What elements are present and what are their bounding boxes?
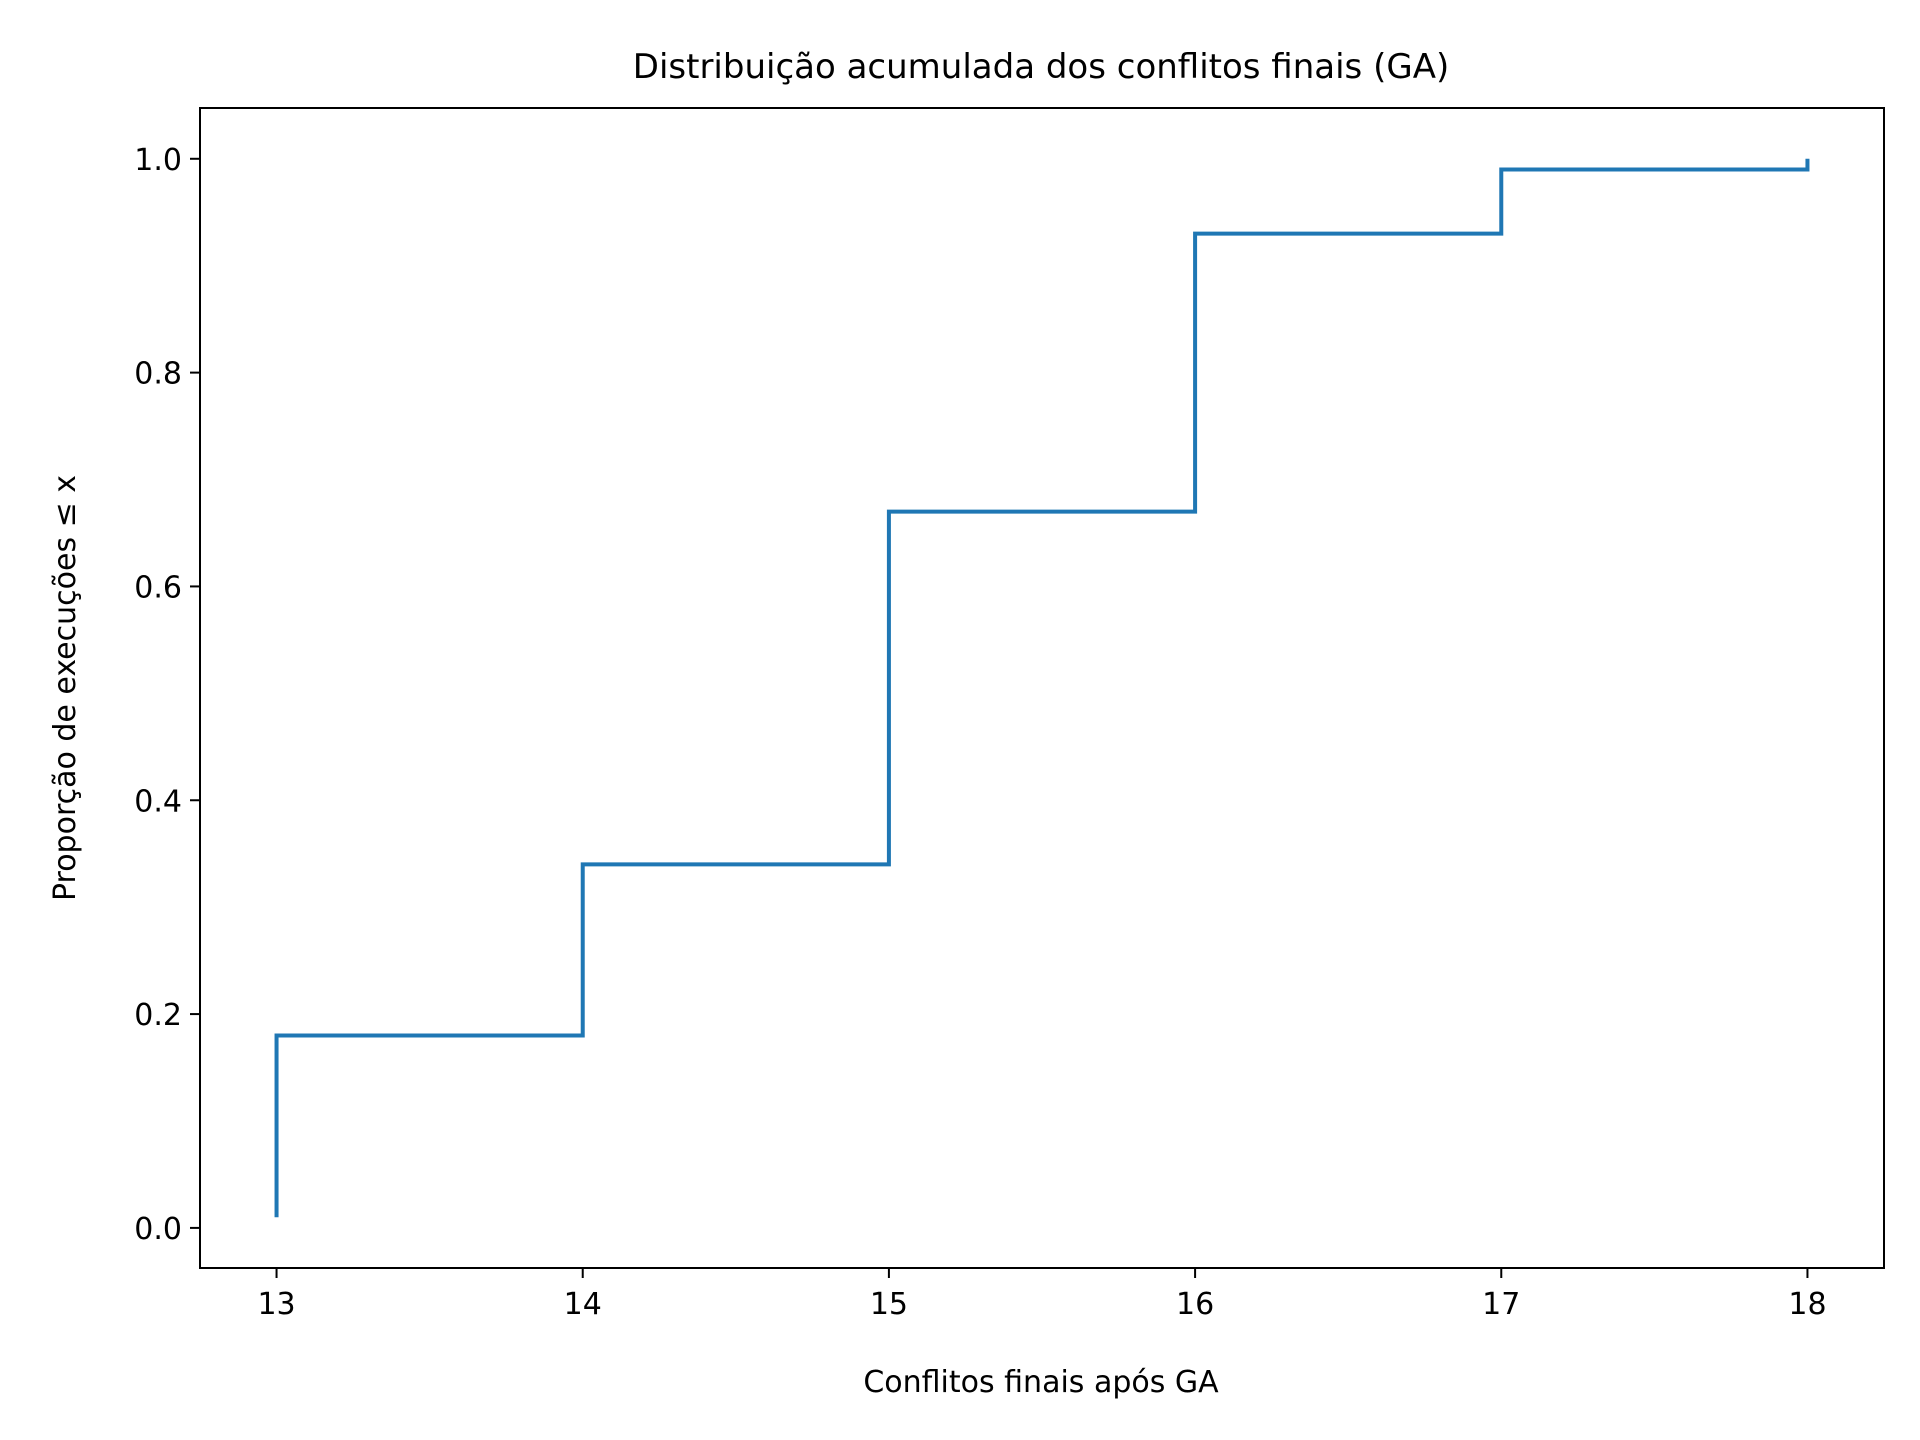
y-tick-label: 0.4 — [134, 784, 182, 819]
y-axis-ticks: 0.0 0.2 0.4 0.6 0.8 1.0 — [134, 143, 200, 1247]
x-axis-label: Conflitos finais após GA — [863, 1365, 1219, 1400]
plot-area — [199, 107, 1885, 1269]
x-tick-label: 17 — [1482, 1287, 1520, 1322]
chart-title: Distribuição acumulada dos conflitos fin… — [633, 47, 1449, 87]
x-tick-label: 15 — [870, 1287, 908, 1322]
y-tick-label: 1.0 — [134, 143, 182, 178]
x-axis-ticks: 13 14 15 16 17 18 — [257, 1268, 1827, 1322]
x-tick-label: 13 — [257, 1287, 295, 1322]
y-tick-label: 0.6 — [134, 570, 182, 605]
x-tick-label: 18 — [1788, 1287, 1826, 1322]
axes-frame — [199, 107, 1885, 1269]
y-tick-label: 0.0 — [134, 1212, 182, 1247]
ecdf-step-line-1 — [274, 158, 1810, 1218]
y-tick-label: 0.2 — [134, 998, 182, 1033]
y-axis-label: Proporção de execuções ≤ x — [48, 475, 83, 901]
x-tick-label: 14 — [564, 1287, 602, 1322]
y-tick-label: 0.8 — [134, 357, 182, 392]
x-tick-label: 16 — [1176, 1287, 1214, 1322]
